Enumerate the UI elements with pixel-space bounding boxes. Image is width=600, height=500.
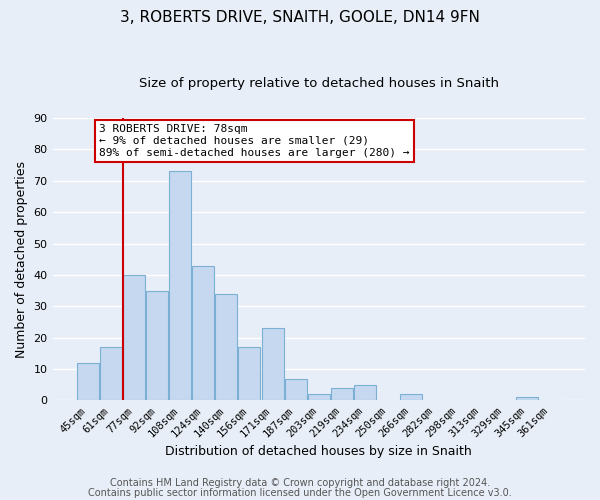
Bar (284, 378, 307, 400)
Title: Size of property relative to detached houses in Snaith: Size of property relative to detached ho… (139, 78, 499, 90)
Bar (123, 275, 145, 400)
Text: 3 ROBERTS DRIVE: 78sqm
← 9% of detached houses are smaller (29)
89% of semi-deta: 3 ROBERTS DRIVE: 78sqm ← 9% of detached … (99, 124, 410, 158)
Bar (354, 385, 376, 400)
Bar (77, 363, 98, 401)
Bar (516, 398, 538, 400)
Bar (262, 328, 284, 400)
Bar (331, 388, 353, 400)
Bar (192, 266, 214, 400)
Text: Contains public sector information licensed under the Open Government Licence v3: Contains public sector information licen… (88, 488, 512, 498)
Bar (146, 290, 168, 401)
Text: 3, ROBERTS DRIVE, SNAITH, GOOLE, DN14 9FN: 3, ROBERTS DRIVE, SNAITH, GOOLE, DN14 9F… (120, 10, 480, 25)
Bar (215, 294, 238, 401)
Bar (400, 394, 422, 400)
Bar (238, 347, 260, 401)
Bar (100, 347, 122, 401)
Bar (308, 394, 330, 400)
Y-axis label: Number of detached properties: Number of detached properties (15, 161, 28, 358)
Bar (169, 172, 191, 400)
Text: Contains HM Land Registry data © Crown copyright and database right 2024.: Contains HM Land Registry data © Crown c… (110, 478, 490, 488)
X-axis label: Distribution of detached houses by size in Snaith: Distribution of detached houses by size … (166, 444, 472, 458)
